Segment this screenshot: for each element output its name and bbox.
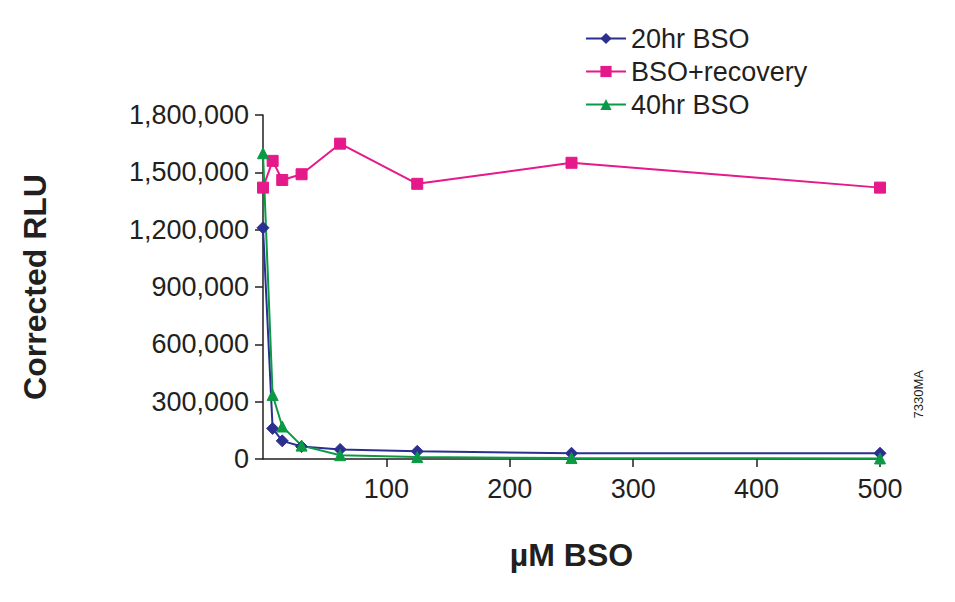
svg-text:900,000: 900,000 <box>151 272 249 302</box>
svg-text:40hr BSO: 40hr BSO <box>631 90 750 120</box>
svg-text:7330MA: 7330MA <box>911 370 926 419</box>
svg-text:BSO+recovery: BSO+recovery <box>631 57 808 87</box>
svg-text:500: 500 <box>857 474 902 504</box>
svg-text:1,800,000: 1,800,000 <box>129 100 249 130</box>
svg-text:1,500,000: 1,500,000 <box>129 157 249 187</box>
svg-text:20hr BSO: 20hr BSO <box>631 24 750 54</box>
svg-text:200: 200 <box>487 474 532 504</box>
svg-text:1,200,000: 1,200,000 <box>129 215 249 245</box>
svg-text:400: 400 <box>734 474 779 504</box>
svg-text:300: 300 <box>611 474 656 504</box>
svg-text:µM BSO: µM BSO <box>510 537 633 573</box>
svg-text:0: 0 <box>234 444 249 474</box>
svg-text:600,000: 600,000 <box>151 329 249 359</box>
svg-text:100: 100 <box>364 474 409 504</box>
svg-text:300,000: 300,000 <box>151 387 249 417</box>
svg-text:Corrected RLU: Corrected RLU <box>17 174 53 400</box>
